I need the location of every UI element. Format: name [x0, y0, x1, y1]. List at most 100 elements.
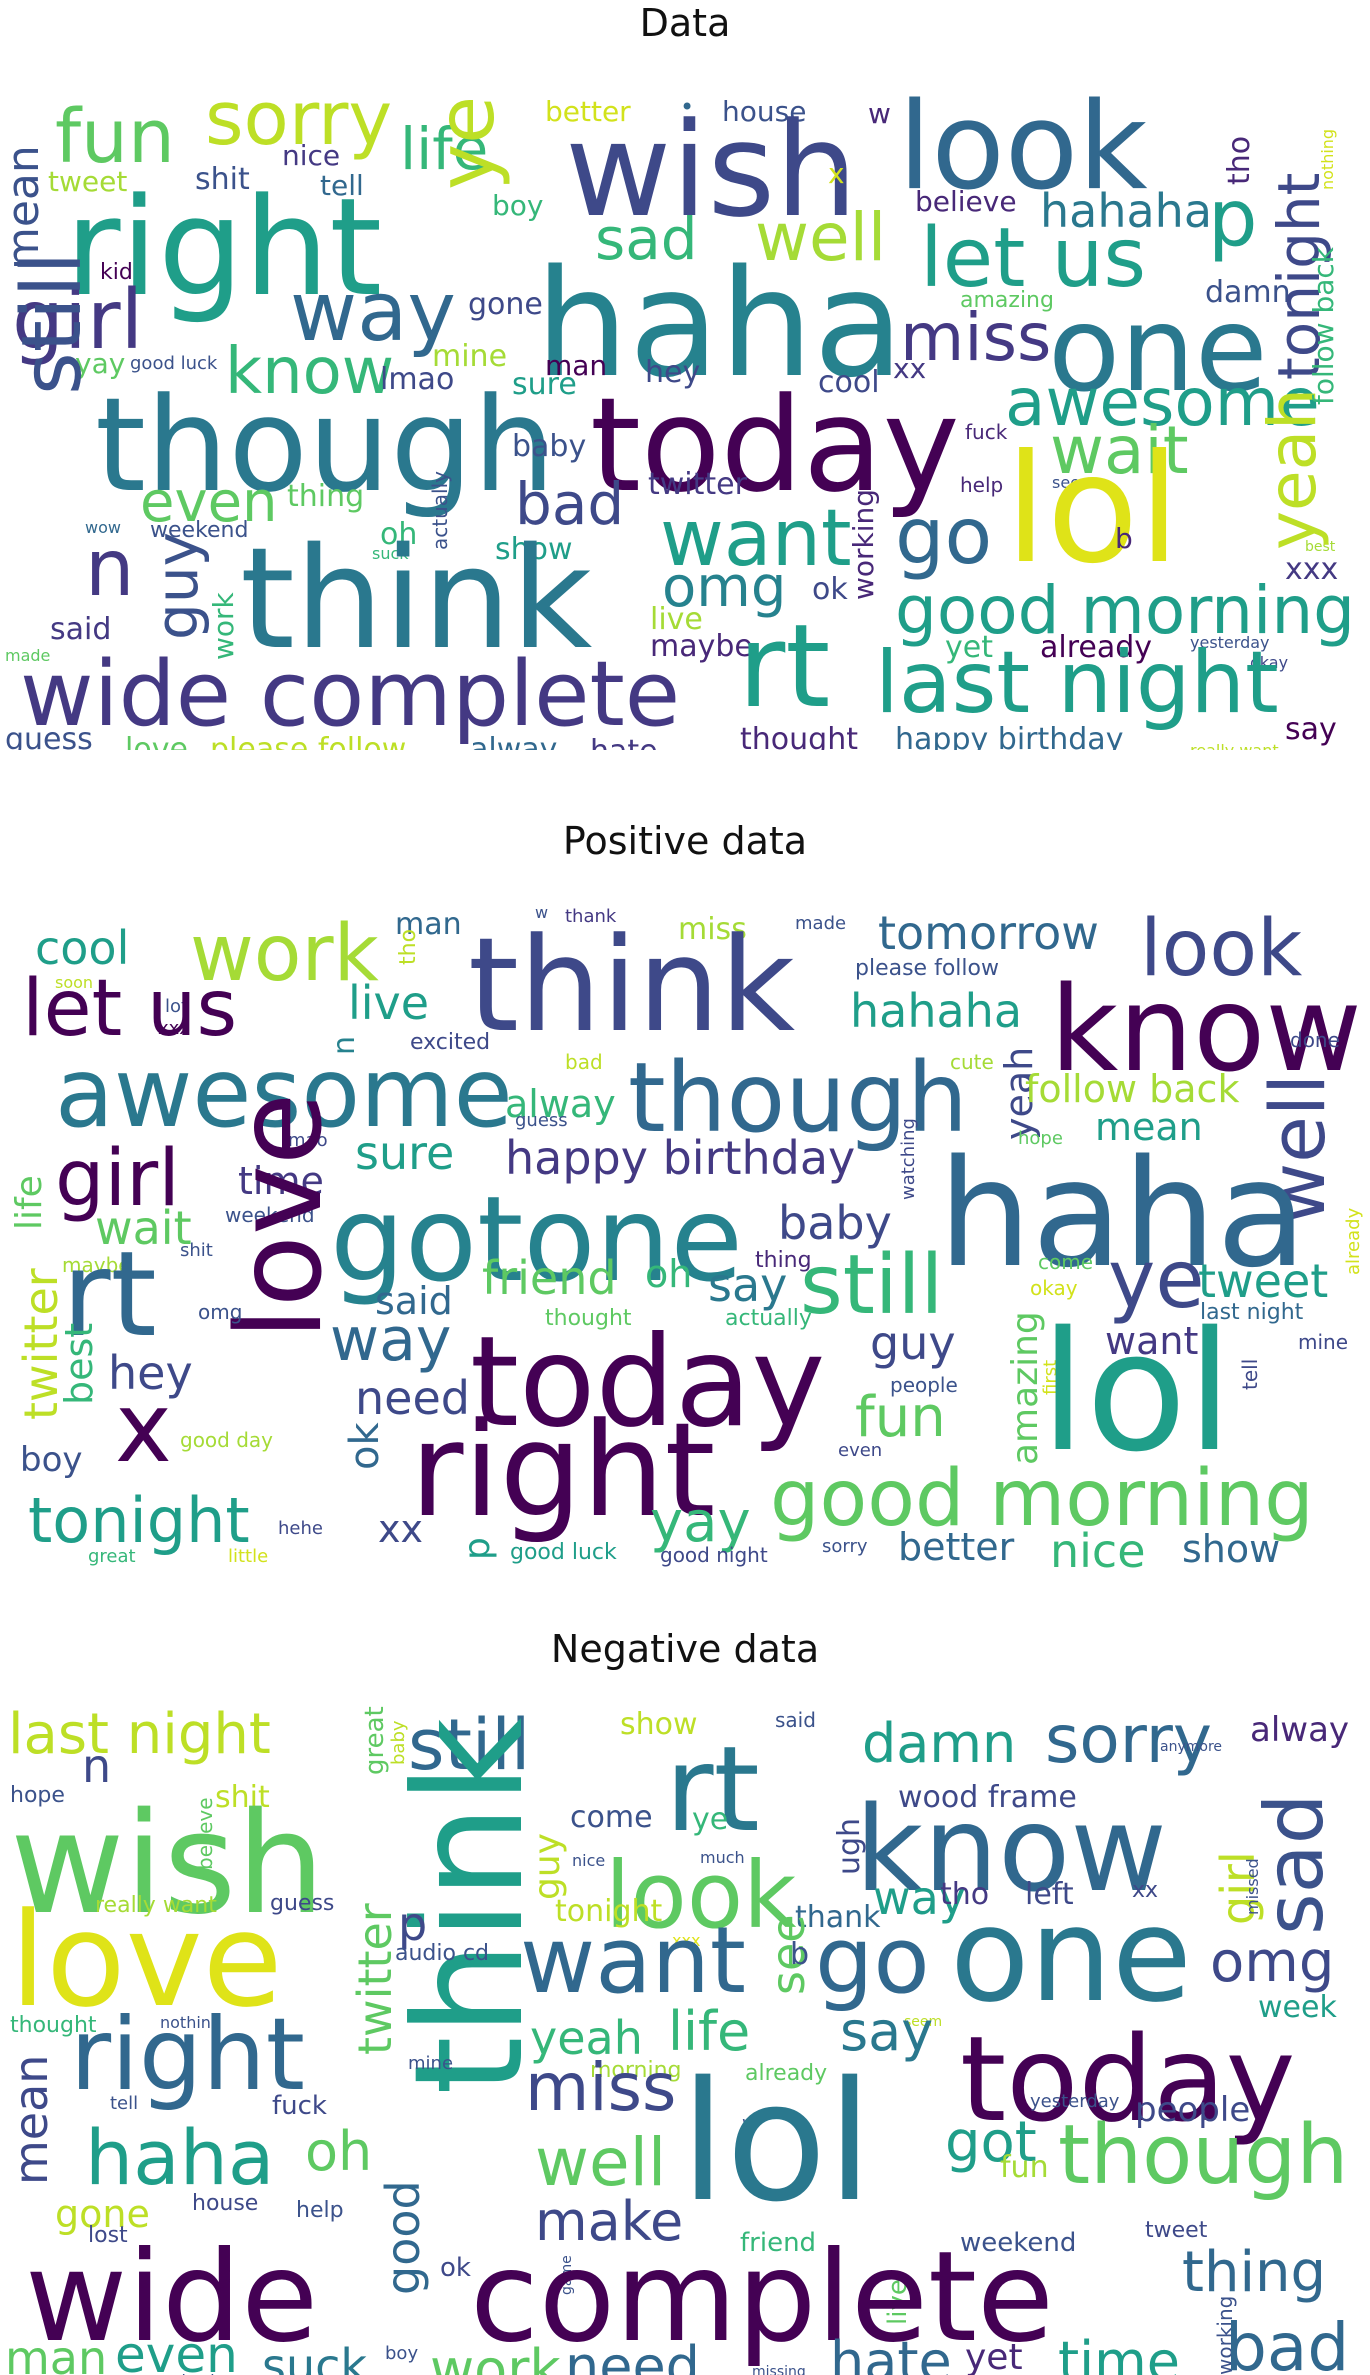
- cloud-word: excited: [410, 1030, 491, 1055]
- cloud-word: w: [535, 903, 549, 922]
- cloud-word: fuck: [965, 420, 1008, 444]
- cloud-word: way: [330, 1305, 452, 1375]
- cloud-word: damn: [1205, 275, 1291, 310]
- cloud-word: baby: [778, 1196, 892, 1250]
- cloud-word: hate: [830, 2330, 952, 2375]
- cloud-word: lot: [165, 996, 189, 1017]
- cloud-word: guess: [515, 1110, 568, 1131]
- cloud-word: go: [895, 492, 993, 582]
- cloud-word: morning: [590, 2058, 682, 2083]
- cloud-word: life: [668, 2000, 751, 2063]
- cloud-word: yesterday: [1030, 2091, 1120, 2112]
- cloud-word: lost: [88, 2223, 128, 2248]
- cloud-word: really want: [95, 1893, 217, 1918]
- cloud-word: shit: [180, 1240, 213, 1261]
- cloud-word: need: [565, 2335, 700, 2375]
- cloud-word: omg: [662, 555, 787, 620]
- cloud-word: yesterday: [1190, 633, 1270, 652]
- cloud-word: house: [722, 95, 807, 128]
- cloud-word: bad: [565, 1050, 603, 1074]
- cloud-word: tweet: [1145, 2218, 1208, 2243]
- cloud-word: awesome: [55, 1037, 513, 1149]
- word-cloud: cool soon work man w thank miss made tomorrow loo…: [0, 870, 1370, 1570]
- cloud-word: n: [85, 524, 135, 614]
- cloud-word: show: [495, 532, 573, 567]
- cloud-word: xxx: [158, 1018, 190, 1039]
- cloud-word: xx: [378, 1507, 423, 1551]
- cloud-word: need: [355, 1371, 470, 1425]
- cloud-word: follow back: [1025, 1067, 1240, 1111]
- cloud-word: love: [10, 1884, 283, 2036]
- cloud-word: haha: [535, 238, 904, 410]
- cloud-word: x: [828, 157, 845, 190]
- cloud-word: though: [628, 1042, 968, 1154]
- cloud-word: guy: [870, 1316, 956, 1370]
- word-cloud: sorry fun better • house w look wish life nice shi…: [0, 50, 1370, 750]
- cloud-word: thought: [10, 2013, 97, 2038]
- cloud-word: oh: [380, 517, 418, 552]
- cloud-word: done: [1290, 1028, 1340, 1052]
- cloud-word: tell: [320, 169, 364, 202]
- cloud-word: actually: [725, 1306, 812, 1331]
- cloud-word: soon: [55, 973, 94, 992]
- cloud-word: alway: [505, 1082, 616, 1126]
- cloud-word: say: [840, 2000, 934, 2063]
- cloud-word: okay: [1250, 653, 1289, 672]
- cloud-word: guy: [143, 532, 211, 640]
- cloud-word: x: [115, 1372, 172, 1484]
- cloud-word: guess: [5, 722, 93, 751]
- cloud-word: last night: [8, 1702, 271, 1767]
- cloud-word: good morning: [895, 572, 1356, 649]
- cloud-word: yeah: [530, 2011, 643, 2065]
- cloud-word: oh: [645, 1252, 693, 1296]
- cloud-word: good luck: [510, 1540, 617, 1565]
- cloud-word: believe: [915, 185, 1017, 218]
- cloud-word: lmao: [283, 1130, 328, 1151]
- cloud-word: way: [873, 1871, 967, 1925]
- cloud-word: miss: [900, 299, 1052, 376]
- cloud-word: good day: [180, 1428, 274, 1452]
- cloud-word: b: [1115, 522, 1133, 555]
- cloud-word: rt: [665, 1720, 760, 1858]
- cloud-word: time: [238, 1159, 324, 1203]
- cloud-word: better: [898, 1525, 1015, 1569]
- cloud-word: still: [5, 251, 100, 395]
- cloud-word: seem: [1052, 473, 1096, 492]
- cloud-word: guess: [270, 1891, 335, 1916]
- cloud-word: look: [605, 1842, 797, 1949]
- cloud-word: maybe: [650, 629, 753, 664]
- cloud-word: okay: [1030, 1276, 1078, 1300]
- cloud-word: say: [1285, 712, 1337, 747]
- cloud-word: though: [95, 369, 556, 521]
- cloud-word: damn: [862, 1712, 1017, 1775]
- cloud-word: today: [470, 1310, 826, 1455]
- cloud-word: p: [1208, 174, 1258, 264]
- cloud-word: show: [620, 1707, 698, 1742]
- cloud-word: bad: [515, 470, 625, 538]
- cloud-word: tell: [1238, 1358, 1262, 1390]
- cloud-word: said: [50, 612, 112, 647]
- cloud-word: yet: [945, 630, 993, 665]
- cloud-word: make: [535, 2190, 684, 2253]
- cloud-word: hope: [10, 1783, 65, 1808]
- cloud-word: fun: [855, 1385, 946, 1450]
- cloud-word: tho: [1222, 135, 1257, 185]
- cloud-word: happy birthday: [895, 722, 1124, 751]
- cloud-word: love: [125, 732, 188, 751]
- cloud-word: cool: [818, 365, 880, 400]
- cloud-word: nothing: [1318, 128, 1337, 190]
- cloud-word: n: [82, 1739, 112, 1793]
- cloud-word: rt: [62, 1225, 157, 1363]
- cloud-word: please follow: [210, 732, 407, 751]
- cloud-word: made: [795, 913, 847, 934]
- cloud-word: left: [1025, 1877, 1074, 1912]
- cloud-word: tho: [396, 928, 421, 965]
- cloud-word: way: [290, 265, 456, 360]
- cloud-word: haha: [85, 2113, 275, 2202]
- cloud-word: last night: [875, 633, 1279, 733]
- cloud-word: sorry: [205, 76, 393, 162]
- cloud-word: work: [190, 909, 379, 999]
- cloud-word: week: [1258, 1990, 1337, 2025]
- cloud-word: hate: [590, 737, 658, 751]
- cloud-word: fuck: [272, 2091, 327, 2121]
